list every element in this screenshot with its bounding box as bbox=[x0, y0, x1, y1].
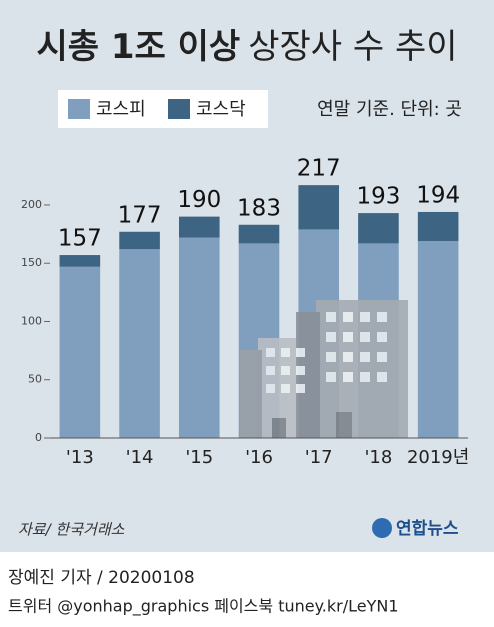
bar-segment bbox=[417, 241, 459, 438]
bar-segment bbox=[178, 237, 220, 438]
legend-label: 코스피 bbox=[96, 99, 146, 120]
legend-box bbox=[58, 90, 268, 128]
logo-icon bbox=[372, 518, 392, 538]
y-tick-label: 50 bbox=[28, 373, 42, 386]
total-label: 190 bbox=[177, 187, 221, 213]
bar-segment bbox=[119, 249, 160, 438]
total-label: 177 bbox=[118, 202, 162, 228]
legend-label: 코스닥 bbox=[196, 99, 246, 120]
x-tick-label: '13 bbox=[66, 447, 94, 468]
total-label: 217 bbox=[297, 156, 341, 182]
chart-title: 시총 1조 이상 상장사 수 추이 bbox=[36, 27, 457, 67]
total-label: 194 bbox=[416, 182, 460, 208]
logo: 연합뉴스 bbox=[396, 518, 459, 539]
legend-swatch bbox=[168, 99, 190, 119]
title-bold: 시총 1조 이상 bbox=[36, 27, 240, 67]
bar-segment bbox=[358, 213, 399, 244]
bar-segment bbox=[59, 266, 101, 438]
note: 연말 기준. 단위: 곳 bbox=[317, 99, 462, 120]
building-illustration bbox=[240, 300, 408, 438]
bar-segment bbox=[417, 211, 459, 242]
bar-segment bbox=[238, 224, 280, 244]
legend-swatch bbox=[68, 99, 90, 119]
x-tick-label: 2019년 bbox=[407, 447, 469, 468]
title-light: 상장사 수 추이 bbox=[248, 27, 457, 67]
bar-segment bbox=[59, 255, 101, 267]
bar-segment bbox=[178, 216, 220, 238]
y-tick-label: 150 bbox=[21, 256, 42, 269]
y-tick-label: 100 bbox=[21, 314, 42, 327]
bar-segment bbox=[119, 231, 160, 250]
social: 트위터 @yonhap_graphics 페이스북 tuney.kr/LeYN1 bbox=[8, 597, 399, 617]
total-label: 193 bbox=[356, 184, 400, 210]
x-tick-label: '17 bbox=[305, 447, 333, 468]
footer-background bbox=[0, 552, 494, 627]
byline: 장예진 기자 / 20200108 bbox=[8, 568, 195, 588]
total-label: 157 bbox=[58, 226, 102, 252]
y-tick-label: 0 bbox=[35, 431, 42, 444]
bar-segment bbox=[298, 185, 340, 230]
x-tick-label: '14 bbox=[126, 447, 154, 468]
y-tick-label: 200 bbox=[21, 198, 42, 211]
x-tick-label: '18 bbox=[364, 447, 392, 468]
x-tick-label: '15 bbox=[185, 447, 213, 468]
total-label: 183 bbox=[237, 195, 281, 221]
source: 자료/ 한국거래소 bbox=[18, 521, 125, 539]
legend: 코스피 코스닥 bbox=[58, 90, 268, 128]
x-tick-label: '16 bbox=[245, 447, 273, 468]
